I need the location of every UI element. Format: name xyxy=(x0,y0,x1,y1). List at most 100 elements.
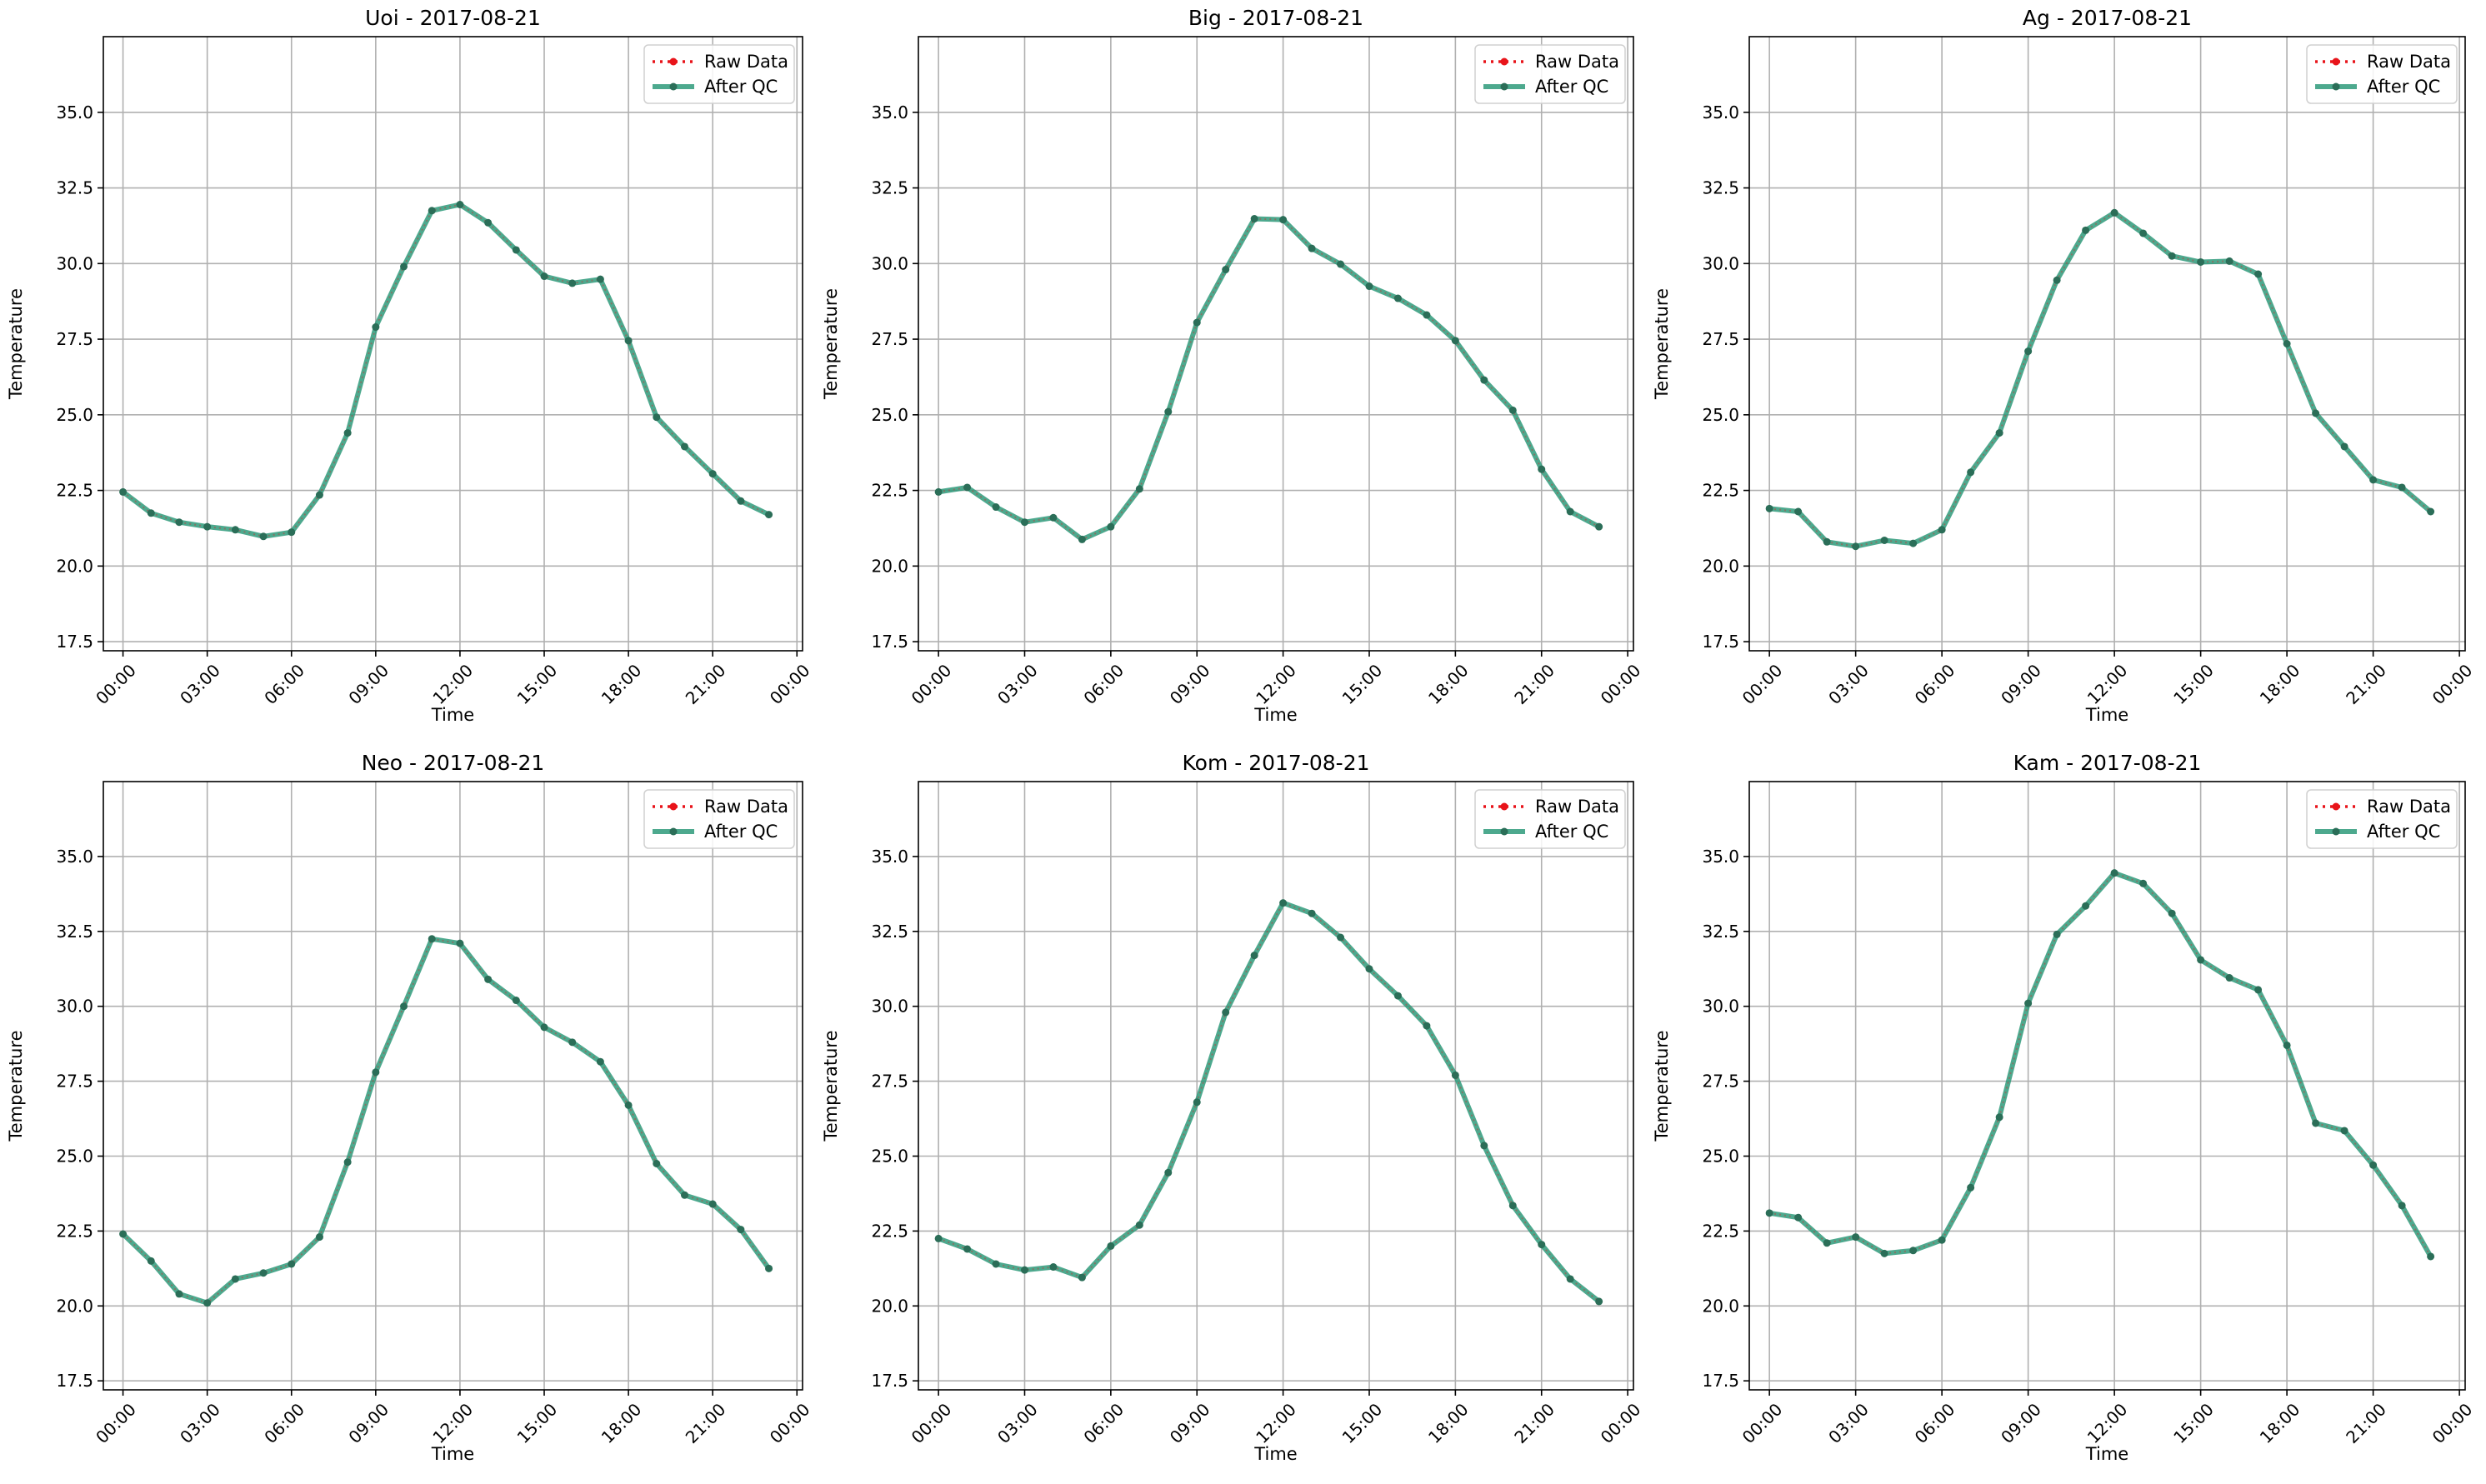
y-tick-label: 25.0 xyxy=(1702,405,1739,425)
data-point-after-qc xyxy=(343,1158,352,1167)
data-point-after-qc xyxy=(147,1257,155,1265)
data-point-after-qc xyxy=(1078,535,1086,543)
x-tick-label: 09:00 xyxy=(1997,1399,2045,1447)
data-point-after-qc xyxy=(2024,999,2033,1007)
data-point-after-qc xyxy=(963,1245,972,1253)
chart-title: Neo - 2017-08-21 xyxy=(362,751,545,775)
x-tick-label: 12:00 xyxy=(2083,1399,2132,1447)
data-point-after-qc xyxy=(2427,507,2435,516)
data-point-after-qc xyxy=(2139,229,2148,237)
x-tick-label: 06:00 xyxy=(1079,660,1128,708)
legend-label-raw-data: Raw Data xyxy=(2367,52,2451,72)
data-point-after-qc xyxy=(653,413,661,422)
x-tick-label: 00:00 xyxy=(1597,1399,1645,1447)
data-point-after-qc xyxy=(1193,1098,1201,1107)
data-point-after-qc xyxy=(456,939,464,947)
legend-marker-after-qc xyxy=(2332,82,2340,91)
y-tick-label: 35.0 xyxy=(56,847,93,867)
x-axis-label: Time xyxy=(431,1444,474,1464)
x-tick-label: 06:00 xyxy=(260,660,308,708)
data-point-after-qc xyxy=(343,429,352,437)
data-point-after-qc xyxy=(1852,542,1860,551)
y-tick-label: 35.0 xyxy=(56,102,93,122)
x-tick-label: 00:00 xyxy=(908,660,956,708)
x-tick-label: 21:00 xyxy=(2342,660,2390,708)
data-point-after-qc xyxy=(428,935,436,943)
x-tick-label: 15:00 xyxy=(1338,1399,1387,1447)
y-tick-label: 32.5 xyxy=(871,922,908,942)
x-tick-label: 09:00 xyxy=(1997,660,2045,708)
data-point-after-qc xyxy=(708,470,717,478)
legend-marker-after-qc xyxy=(2332,827,2340,836)
y-tick-label: 20.0 xyxy=(871,556,908,576)
data-point-after-qc xyxy=(737,497,745,505)
y-tick-label: 17.5 xyxy=(56,1371,93,1391)
axes-frame xyxy=(103,781,803,1391)
data-point-after-qc xyxy=(2225,257,2233,265)
x-tick-label: 00:00 xyxy=(1738,660,1787,708)
data-point-after-qc xyxy=(428,207,436,215)
legend-label-raw-data: Raw Data xyxy=(1535,797,1619,817)
data-point-after-qc xyxy=(1765,1209,1773,1217)
y-tick-label: 17.5 xyxy=(1702,1371,1739,1391)
y-axis-label: Temperature xyxy=(821,288,841,400)
data-point-after-qc xyxy=(1107,522,1115,531)
data-point-after-qc xyxy=(400,1002,408,1011)
x-tick-label: 00:00 xyxy=(2428,1399,2477,1447)
chart-title: Ag - 2017-08-21 xyxy=(2023,6,2192,30)
data-point-after-qc xyxy=(1164,407,1173,416)
data-point-after-qc xyxy=(512,997,520,1005)
y-tick-label: 27.5 xyxy=(1702,1072,1739,1092)
y-tick-label: 22.5 xyxy=(56,1221,93,1241)
data-point-after-qc xyxy=(2110,869,2118,877)
x-tick-label: 00:00 xyxy=(908,1399,956,1447)
data-point-after-qc xyxy=(2110,208,2118,217)
y-tick-label: 20.0 xyxy=(1702,1296,1739,1316)
legend-label-raw-data: Raw Data xyxy=(2367,797,2451,817)
data-point-after-qc xyxy=(540,1023,548,1032)
series-line-raw-data xyxy=(938,217,1600,541)
legend-label-after-qc: After QC xyxy=(704,822,778,842)
y-tick-label: 17.5 xyxy=(1702,632,1739,652)
data-point-after-qc xyxy=(596,275,604,283)
data-point-after-qc xyxy=(680,442,688,451)
x-tick-label: 00:00 xyxy=(766,1399,814,1447)
x-axis-label: Time xyxy=(431,705,474,725)
x-axis-label: Time xyxy=(1253,1444,1297,1464)
y-tick-label: 17.5 xyxy=(871,1371,908,1391)
x-tick-label: 03:00 xyxy=(1824,1399,1873,1447)
x-tick-label: 06:00 xyxy=(1911,660,1959,708)
y-tick-label: 22.5 xyxy=(871,481,908,501)
data-point-after-qc xyxy=(1765,504,1773,512)
y-tick-label: 22.5 xyxy=(1702,481,1739,501)
data-point-after-qc xyxy=(1995,1113,2003,1122)
x-tick-label: 21:00 xyxy=(682,660,730,708)
data-point-after-qc xyxy=(1909,539,1918,547)
series-line-raw-data xyxy=(938,902,1600,1302)
data-point-after-qc xyxy=(2398,1202,2406,1210)
data-point-after-qc xyxy=(1508,1202,1517,1210)
axes-frame xyxy=(918,781,1634,1391)
legend-marker-raw-data xyxy=(1500,802,1508,811)
chart-panel-1: 00:00 03:00 06:00 09:00 12:00 15:00 18:00 21:00… xyxy=(6,6,814,725)
y-tick-label: 25.0 xyxy=(56,1147,93,1167)
data-point-after-qc xyxy=(680,1191,688,1199)
data-point-after-qc xyxy=(2283,1041,2291,1049)
legend-label-after-qc: After QC xyxy=(2367,822,2440,842)
chart-panel-6: 00:00 03:00 06:00 09:00 12:00 15:00 18:00 21:00… xyxy=(1652,751,2476,1464)
data-point-after-qc xyxy=(1250,215,1258,223)
y-tick-label: 20.0 xyxy=(56,556,93,576)
data-point-after-qc xyxy=(1020,518,1028,527)
y-tick-label: 32.5 xyxy=(56,922,93,942)
data-point-after-qc xyxy=(2283,340,2291,347)
x-tick-label: 18:00 xyxy=(1424,1399,1473,1447)
x-tick-label: 06:00 xyxy=(260,1399,308,1447)
chart-panel-2: 00:00 03:00 06:00 09:00 12:00 15:00 18:00 21:00… xyxy=(821,6,1644,725)
x-tick-label: 09:00 xyxy=(344,660,393,708)
x-tick-label: 03:00 xyxy=(176,660,224,708)
data-point-after-qc xyxy=(1135,485,1143,493)
data-point-after-qc xyxy=(1393,294,1402,302)
x-tick-label: 18:00 xyxy=(598,660,646,708)
data-point-after-qc xyxy=(2312,1119,2320,1127)
